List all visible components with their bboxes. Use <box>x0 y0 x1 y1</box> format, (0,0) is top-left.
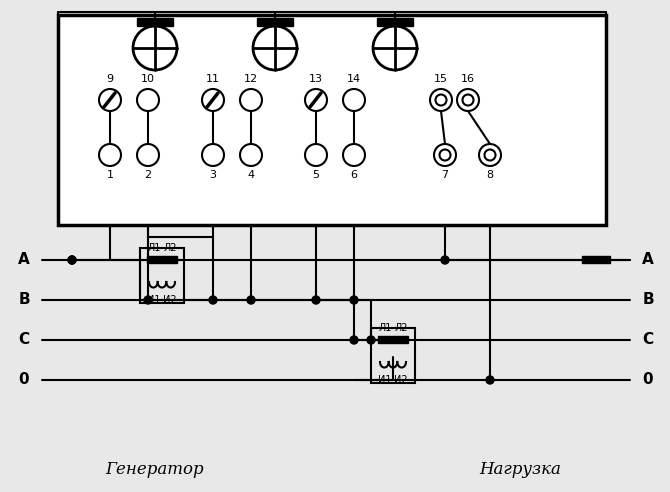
Text: 3: 3 <box>210 170 216 180</box>
Text: 0: 0 <box>643 372 653 388</box>
Circle shape <box>430 89 452 111</box>
Circle shape <box>240 144 262 166</box>
Circle shape <box>486 376 494 384</box>
Text: 5: 5 <box>312 170 320 180</box>
Circle shape <box>343 89 365 111</box>
Circle shape <box>202 144 224 166</box>
Text: B: B <box>18 293 29 308</box>
Circle shape <box>484 150 496 160</box>
Text: 15: 15 <box>434 74 448 84</box>
Circle shape <box>462 94 474 105</box>
Text: Генератор: Генератор <box>106 461 204 479</box>
Text: 16: 16 <box>461 74 475 84</box>
Circle shape <box>457 89 479 111</box>
Bar <box>140 248 184 303</box>
Circle shape <box>144 296 152 304</box>
Circle shape <box>99 144 121 166</box>
Circle shape <box>434 144 456 166</box>
Text: Нагрузка: Нагрузка <box>479 461 561 479</box>
Text: 6: 6 <box>350 170 358 180</box>
Bar <box>582 256 610 263</box>
Bar <box>371 328 415 383</box>
Text: 1: 1 <box>107 170 113 180</box>
Circle shape <box>137 89 159 111</box>
Text: И1: И1 <box>147 295 161 305</box>
Text: Л1: Л1 <box>147 243 161 253</box>
Bar <box>377 18 413 26</box>
Circle shape <box>68 256 76 264</box>
Text: 9: 9 <box>107 74 113 84</box>
Text: 8: 8 <box>486 170 494 180</box>
Circle shape <box>305 144 327 166</box>
Circle shape <box>312 296 320 304</box>
Circle shape <box>68 256 76 264</box>
Text: Л2: Л2 <box>163 243 177 253</box>
Circle shape <box>436 94 446 105</box>
Circle shape <box>367 336 375 344</box>
Text: A: A <box>642 252 654 268</box>
Circle shape <box>133 26 177 70</box>
Text: И1: И1 <box>379 375 392 385</box>
Text: 12: 12 <box>244 74 258 84</box>
Text: 11: 11 <box>206 74 220 84</box>
Text: 2: 2 <box>145 170 151 180</box>
Circle shape <box>209 296 217 304</box>
Circle shape <box>305 89 327 111</box>
Text: 14: 14 <box>347 74 361 84</box>
Circle shape <box>440 150 450 160</box>
Text: 0: 0 <box>19 372 29 388</box>
Text: И2: И2 <box>163 295 177 305</box>
Circle shape <box>350 336 358 344</box>
Circle shape <box>137 144 159 166</box>
Text: И2: И2 <box>394 375 408 385</box>
Circle shape <box>343 144 365 166</box>
Bar <box>147 256 177 263</box>
Circle shape <box>253 26 297 70</box>
Text: C: C <box>19 333 29 347</box>
Text: Л1: Л1 <box>379 323 392 333</box>
Text: C: C <box>643 333 653 347</box>
Text: Л2: Л2 <box>394 323 408 333</box>
Text: 10: 10 <box>141 74 155 84</box>
Circle shape <box>350 296 358 304</box>
Circle shape <box>247 296 255 304</box>
Text: 4: 4 <box>247 170 255 180</box>
Circle shape <box>373 26 417 70</box>
Bar <box>137 18 173 26</box>
Circle shape <box>441 256 449 264</box>
Bar <box>378 336 408 343</box>
Circle shape <box>202 89 224 111</box>
Text: 7: 7 <box>442 170 448 180</box>
Text: B: B <box>642 293 654 308</box>
Circle shape <box>240 89 262 111</box>
Circle shape <box>479 144 501 166</box>
Text: A: A <box>18 252 30 268</box>
Circle shape <box>99 89 121 111</box>
Bar <box>257 18 293 26</box>
Text: 13: 13 <box>309 74 323 84</box>
Bar <box>58 15 606 225</box>
